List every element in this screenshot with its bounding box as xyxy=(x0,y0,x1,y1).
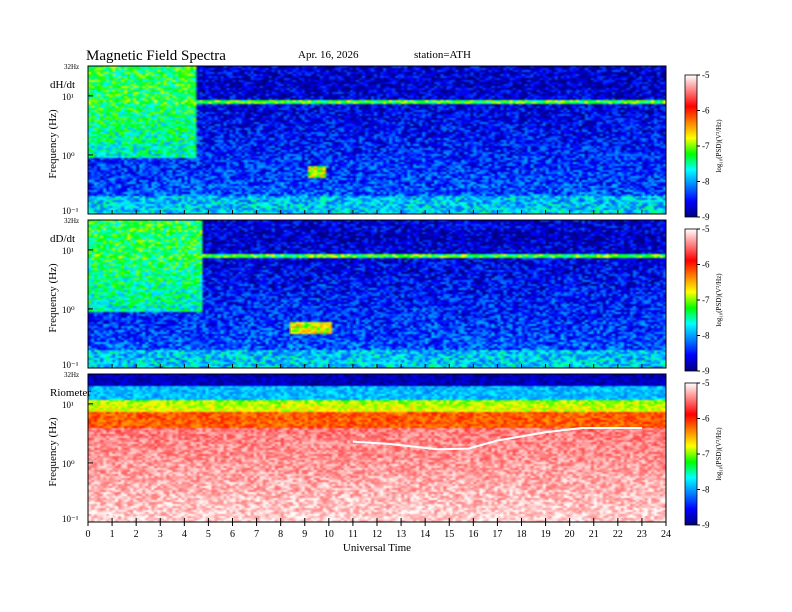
y-tick-label: 10⁰ xyxy=(62,151,75,161)
x-tick-label: 13 xyxy=(396,529,406,540)
colorbar xyxy=(684,382,698,526)
spectrogram xyxy=(88,374,666,522)
x-tick-label: 16 xyxy=(468,529,478,540)
station-label: station=ATH xyxy=(414,49,471,61)
colorbar-tick-label: -6 xyxy=(702,414,710,424)
y-tick-label: 10¹ xyxy=(62,92,74,102)
y-top-label: 32Hz xyxy=(64,63,79,71)
panel-label: dH/dt xyxy=(50,79,75,91)
colorbar-tick-label: -7 xyxy=(702,141,710,151)
y-top-label: 32Hz xyxy=(64,371,79,379)
panel-label: dD/dt xyxy=(50,233,75,245)
spectrogram xyxy=(88,66,666,214)
colorbar-tick-label: -8 xyxy=(702,331,710,341)
x-tick-label: 8 xyxy=(278,529,283,540)
colorbar-tick-label: -6 xyxy=(702,260,710,270)
x-tick-label: 3 xyxy=(158,529,163,540)
x-tick-label: 15 xyxy=(444,529,454,540)
y-axis-label: Frequency (Hz) xyxy=(47,263,59,333)
x-axis-label: Universal Time xyxy=(343,542,411,554)
x-tick-label: 20 xyxy=(565,529,575,540)
colorbar-tick-label: -8 xyxy=(702,177,710,187)
panel-2: dD/dt Frequency (Hz) 32Hz 10¹ 10⁰ 10⁻¹ -5 -6 -7 -… xyxy=(47,217,723,376)
colorbar-label: log₁₀(PSD)(V²/Hz) xyxy=(715,119,723,173)
x-tick-label: 6 xyxy=(230,529,235,540)
x-tick-label: 2 xyxy=(134,529,139,540)
y-tick-label: 10¹ xyxy=(62,400,74,410)
chart-title: Magnetic Field Spectra xyxy=(86,48,226,64)
white-trace xyxy=(352,427,642,451)
y-tick-label: 10⁻¹ xyxy=(62,360,79,370)
x-tick-label: 0 xyxy=(86,529,91,540)
colorbar-label: log₁₀(PSD)(V²/Hz) xyxy=(715,273,723,327)
panel-label: Riometer xyxy=(50,387,91,399)
colorbar-tick-label: -8 xyxy=(702,485,710,495)
y-tick-label: 10¹ xyxy=(62,246,74,256)
x-tick-label: 17 xyxy=(492,529,502,540)
x-tick-label: 23 xyxy=(637,529,647,540)
x-tick-label: 10 xyxy=(324,529,334,540)
x-tick-label: 4 xyxy=(182,529,187,540)
colorbar-tick-label: -5 xyxy=(702,70,710,80)
colorbar-tick-label: -7 xyxy=(702,449,710,459)
y-axis-label: Frequency (Hz) xyxy=(47,417,59,487)
colorbar-label: log₁₀(PSD)(V²/Hz) xyxy=(715,427,723,481)
colorbar-tick-label: -9 xyxy=(702,366,710,376)
colorbar-tick-label: -5 xyxy=(702,378,710,388)
x-tick-label: 9 xyxy=(302,529,307,540)
x-tick-label: 19 xyxy=(541,529,551,540)
panel-3: Riometer Frequency (Hz) 32Hz 10¹ 10⁰ 10⁻¹ -5 -6… xyxy=(47,371,723,554)
x-tick-label: 24 xyxy=(661,529,671,540)
spectrogram xyxy=(88,220,666,368)
colorbar-tick-label: -9 xyxy=(702,520,710,530)
y-axis-label: Frequency (Hz) xyxy=(47,109,59,179)
colorbar xyxy=(684,228,698,372)
x-tick-label: 22 xyxy=(613,529,623,540)
colorbar-tick-label: -7 xyxy=(702,295,710,305)
x-tick-label: 12 xyxy=(372,529,382,540)
y-tick-label: 10⁻¹ xyxy=(62,206,79,216)
colorbar-tick-label: -5 xyxy=(702,224,710,234)
x-tick-label: 21 xyxy=(589,529,599,540)
x-tick-label: 7 xyxy=(254,529,259,540)
x-tick-label: 18 xyxy=(517,529,527,540)
y-tick-label: 10⁰ xyxy=(62,305,75,315)
x-tick-label: 5 xyxy=(206,529,211,540)
y-tick-label: 10⁰ xyxy=(62,459,75,469)
date-label: Apr. 16, 2026 xyxy=(298,49,359,61)
x-tick-label: 11 xyxy=(348,529,358,540)
y-top-label: 32Hz xyxy=(64,217,79,225)
colorbar-tick-label: -6 xyxy=(702,106,710,116)
colorbar xyxy=(684,74,698,218)
y-tick-label: 10⁻¹ xyxy=(62,514,79,524)
panel-1: dH/dt Frequency (Hz) 32Hz 10¹ 10⁰ 10⁻¹ -5 -6 -7 -… xyxy=(47,63,723,222)
x-tick-label: 14 xyxy=(420,529,430,540)
colorbar-tick-label: -9 xyxy=(702,212,710,222)
x-tick-label: 1 xyxy=(110,529,115,540)
